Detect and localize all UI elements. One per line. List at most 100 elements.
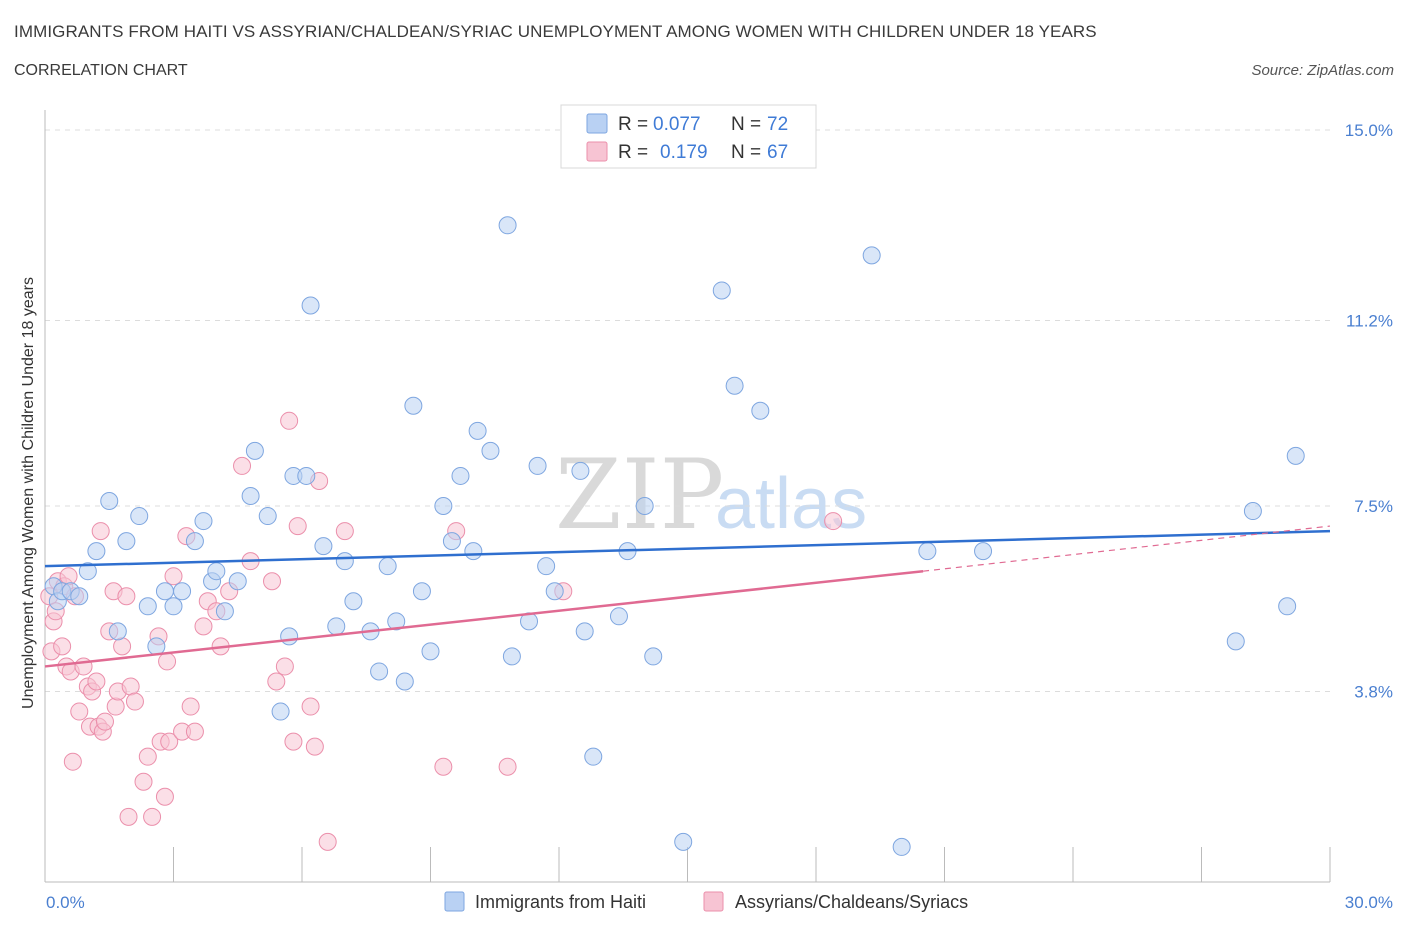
bottom-legend-swatch-haiti [444, 891, 465, 912]
point-assyrians-57 [301, 697, 320, 716]
legend: R = 0.077 N = 72 R = 0.179 N = 67 [560, 104, 817, 169]
y-tick-label-1: 7.5% [1354, 497, 1393, 516]
point-haiti-48 [498, 216, 517, 235]
point-assyrians-55 [284, 732, 303, 751]
point-haiti-31 [327, 617, 346, 636]
point-assyrians-32 [138, 747, 157, 766]
point-assyrians-53 [275, 657, 294, 676]
legend-n-label-2: N = [731, 142, 761, 163]
trend-line-assyrians [44, 569, 924, 668]
point-haiti-70 [1243, 502, 1262, 521]
point-haiti-63 [725, 376, 744, 395]
series-assyrians [40, 411, 843, 851]
bottom-legend-label-haiti: Immigrants from Haiti [475, 892, 646, 912]
point-haiti-6 [87, 542, 106, 561]
watermark-zip: ZIP [555, 439, 724, 551]
point-haiti-26 [280, 627, 299, 646]
point-assyrians-51 [263, 572, 282, 591]
point-assyrians-60 [318, 832, 337, 851]
point-haiti-64 [751, 401, 770, 420]
point-haiti-30 [314, 537, 333, 556]
point-haiti-33 [344, 592, 363, 611]
point-haiti-69 [1226, 632, 1245, 651]
legend-swatch-assyrians [586, 141, 608, 162]
legend-n-label-1: N = [731, 114, 761, 135]
point-haiti-72 [1286, 446, 1305, 465]
point-assyrians-33 [143, 807, 162, 826]
point-haiti-21 [228, 572, 247, 591]
point-assyrians-12 [70, 702, 89, 721]
point-haiti-43 [442, 532, 461, 551]
point-haiti-17 [194, 512, 213, 531]
point-haiti-32 [335, 552, 354, 571]
legend-r-label-2: R = [618, 142, 648, 163]
point-haiti-67 [918, 542, 937, 561]
point-haiti-12 [147, 637, 166, 656]
point-haiti-37 [387, 612, 406, 631]
point-assyrians-62 [434, 757, 453, 776]
point-haiti-56 [584, 747, 603, 766]
point-haiti-28 [297, 466, 316, 485]
x-tick-label-1: 30.0% [1345, 893, 1393, 912]
legend-n-value-2: 67 [767, 142, 788, 163]
point-haiti-7 [100, 492, 119, 511]
point-haiti-29 [301, 296, 320, 315]
point-assyrians-21 [95, 712, 114, 731]
point-haiti-57 [609, 607, 628, 626]
grid-lines [45, 129, 1330, 693]
point-assyrians-36 [155, 787, 174, 806]
point-haiti-19 [207, 562, 226, 581]
legend-r-label-1: R = [618, 114, 648, 135]
point-haiti-36 [378, 557, 397, 576]
point-assyrians-61 [335, 522, 354, 541]
y-axis-label: Unemployment Among Women with Children U… [20, 277, 37, 709]
point-haiti-55 [575, 622, 594, 641]
y-tick-label-2: 11.2% [1346, 312, 1393, 331]
point-haiti-71 [1278, 597, 1297, 616]
bottom-legend: Immigrants from Haiti Assyrians/Chaldean… [444, 891, 968, 912]
point-assyrians-8 [59, 567, 78, 586]
point-assyrians-26 [113, 637, 132, 656]
point-assyrians-10 [63, 752, 82, 771]
point-haiti-59 [635, 497, 654, 516]
point-haiti-4 [70, 587, 89, 606]
point-haiti-54 [571, 461, 590, 480]
bottom-legend-label-assyrians: Assyrians/Chaldeans/Syriacs [735, 892, 968, 912]
point-haiti-47 [481, 441, 500, 460]
point-haiti-35 [370, 662, 389, 681]
point-haiti-52 [537, 557, 556, 576]
point-haiti-66 [892, 837, 911, 856]
point-assyrians-17 [87, 672, 106, 691]
point-haiti-16 [185, 532, 204, 551]
point-assyrians-39 [164, 567, 183, 586]
y-tick-label-0: 3.8% [1354, 683, 1393, 702]
point-assyrians-58 [305, 737, 324, 756]
point-assyrians-37 [158, 652, 177, 671]
legend-r-value-1: 0.077 [653, 114, 701, 135]
point-assyrians-31 [134, 772, 153, 791]
point-haiti-20 [215, 602, 234, 621]
point-haiti-22 [241, 487, 260, 505]
point-haiti-68 [974, 542, 993, 561]
point-assyrians-24 [106, 697, 125, 716]
legend-swatch-haiti [586, 113, 608, 134]
trend-line-haiti [44, 529, 1331, 568]
legend-n-value-1: 72 [767, 114, 788, 135]
point-assyrians-28 [119, 807, 138, 826]
point-haiti-24 [258, 507, 277, 526]
point-assyrians-52 [267, 672, 286, 691]
point-assyrians-38 [160, 732, 179, 751]
point-haiti-25 [271, 702, 290, 721]
point-haiti-40 [412, 582, 431, 601]
point-haiti-45 [464, 542, 483, 561]
series-haiti [44, 216, 1305, 856]
point-haiti-5 [78, 562, 97, 581]
point-haiti-8 [108, 622, 127, 641]
point-haiti-49 [502, 647, 521, 666]
point-haiti-15 [173, 582, 192, 601]
trend-line-assyrians-extension [923, 525, 1331, 572]
point-haiti-53 [545, 582, 564, 601]
trend-lines [44, 525, 1331, 668]
point-assyrians-19 [91, 522, 110, 541]
